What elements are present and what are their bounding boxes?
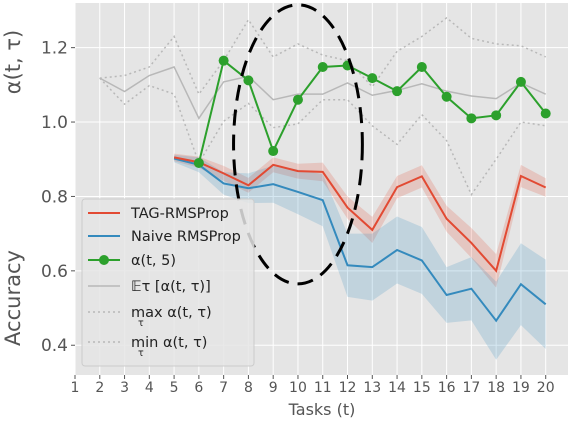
series-point [367, 73, 378, 84]
series-point [392, 86, 403, 97]
y-tick-label: 1.2 [41, 39, 68, 59]
series-point [268, 146, 279, 157]
series-point [317, 61, 328, 72]
x-tick-label: 18 [487, 380, 505, 396]
x-tick-label: 4 [145, 380, 154, 396]
series-band [174, 154, 546, 360]
x-tick-label: 5 [170, 380, 179, 396]
legend-label-sub: τ [138, 348, 144, 359]
y-tick-label: 0.4 [41, 336, 68, 356]
x-tick-label: 13 [363, 380, 381, 396]
series-point [441, 91, 452, 102]
y-axis-label-accuracy: Accuracy [1, 250, 25, 346]
x-tick-label: 9 [269, 380, 278, 396]
x-tick-label: 17 [462, 380, 480, 396]
x-tick-label: 12 [339, 380, 357, 396]
x-tick-label: 1 [71, 380, 80, 396]
y-tick-label: 0.8 [41, 187, 68, 207]
series-line [99, 16, 547, 96]
series-line [99, 66, 547, 120]
plot-marks [99, 16, 551, 360]
x-tick-label: 14 [388, 380, 406, 396]
series-point [416, 61, 427, 72]
x-tick-label: 8 [244, 380, 253, 396]
legend-label: min α(t, τ) [131, 335, 207, 351]
series-point [466, 113, 477, 124]
annotation-ellipse [232, 3, 364, 286]
y-axis-label-alpha: α(t, τ) [1, 30, 25, 94]
legend-label: Naive RMSProp [131, 229, 241, 245]
legend: TAG-RMSProp Naive RMSProp α(t, 5) 𝔼τ [α(t, … [81, 198, 255, 367]
series-point [243, 75, 254, 86]
y-axis: 0.4 0.6 0.8 1.0 1.2 [41, 39, 75, 356]
x-tick-label: 7 [219, 380, 228, 396]
x-tick-label: 11 [314, 380, 332, 396]
series-point [292, 94, 303, 105]
y-tick-label: 0.6 [41, 262, 68, 282]
x-tick-label: 16 [438, 380, 456, 396]
series-point [218, 55, 229, 66]
x-tick-label: 3 [120, 380, 129, 396]
legend-box [81, 198, 255, 367]
legend-label: α(t, 5) [131, 253, 176, 269]
series-point [193, 157, 204, 168]
legend-label-sub: τ [138, 318, 144, 329]
x-tick-label: 10 [289, 380, 307, 396]
series-line [173, 156, 547, 273]
x-axis-label: Tasks (t) [288, 400, 356, 419]
legend-label: 𝔼τ [α(t, τ)] [131, 279, 211, 295]
legend-label: max α(t, τ) [131, 305, 212, 321]
x-tick-label: 20 [537, 380, 555, 396]
legend-label: TAG-RMSProp [130, 206, 229, 222]
series-point [540, 108, 551, 119]
legend-marker [99, 255, 109, 265]
series-band [174, 153, 546, 288]
x-tick-label: 19 [512, 380, 530, 396]
x-tick-label: 2 [95, 380, 104, 396]
series-point [515, 76, 526, 87]
x-axis: 1 2 3 4 5 6 7 8 9 10 11 12 13 14 15 16 17 18 19 20 [71, 375, 555, 396]
x-tick-label: 6 [194, 380, 203, 396]
y-tick-label: 1.0 [41, 113, 68, 133]
series-point [491, 110, 502, 121]
x-tick-label: 15 [413, 380, 431, 396]
series-line [99, 77, 546, 197]
